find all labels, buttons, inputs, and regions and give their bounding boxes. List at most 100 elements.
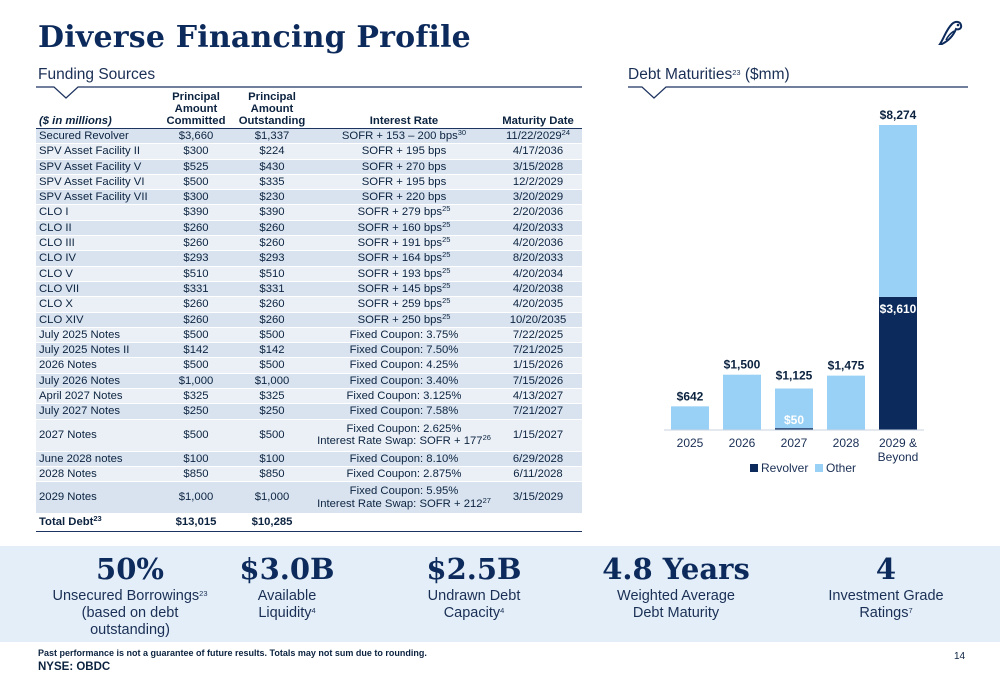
committed-amount: $500 [183, 359, 209, 372]
interest-rate: SOFR + 160 bps25 [357, 219, 451, 234]
bar-other [671, 406, 709, 430]
interest-rate: Fixed Coupon: 3.75% [349, 328, 459, 341]
total-empty-maturity [494, 514, 582, 532]
legend-label-revolver: Revolver [761, 461, 808, 475]
bird-logo-icon [938, 20, 963, 45]
stat-description: Investment Grade Ratings7 [828, 588, 944, 621]
outstanding-amount: $260 [259, 221, 285, 234]
table-row: CLO XIV $260 $260 SOFR + 250 bps25 10/20/203… [36, 312, 582, 328]
committed-amount: $500 [183, 428, 209, 441]
facility-name: SPV Asset Facility VI [39, 175, 145, 188]
interest-rate: Fixed Coupon: 5.95% Interest Rate Swap: S… [317, 485, 491, 510]
facility-name: CLO XIV [39, 313, 84, 326]
committed-amount: $260 [183, 221, 209, 234]
stat-block: 4.8 Years Weighted Average Debt Maturity [576, 546, 776, 622]
maturity-date: 4/20/2035 [512, 298, 564, 311]
committed-amount: $325 [183, 390, 209, 403]
table-row: CLO III $260 $260 SOFR + 191 bps25 4/20/2036 [36, 235, 582, 251]
table-row: CLO II $260 $260 SOFR + 160 bps25 4/20/2033 [36, 219, 582, 236]
debt-maturities-chart: $642 2025 $1,500 2026 $1,125 2027 $1,475 2028 $8… [664, 108, 924, 475]
table-row: CLO I $390 $390 SOFR + 279 bps25 2/20/2036 [36, 204, 582, 221]
facility-name: Secured Revolver [39, 130, 129, 142]
table-row: 2026 Notes $500 $500 Fixed Coupon: 4.25% 1/1… [36, 357, 582, 374]
committed-amount: $100 [183, 452, 209, 465]
committed-amount: $3,660 [178, 130, 214, 142]
total-row: Total Debt23 $13,015 $10,285 [36, 513, 582, 532]
table-header-row: ($ in millions) Principal Amount Committ… [36, 91, 582, 129]
table-row: April 2027 Notes $325 $325 Fixed Coupon: 3.… [36, 388, 582, 404]
outstanding-amount: $224 [259, 145, 285, 158]
interest-rate: SOFR + 164 bps25 [357, 250, 451, 265]
facility-name: 2026 Notes [39, 359, 97, 372]
table-row: CLO V $510 $510 SOFR + 193 bps25 4/20/2034 [36, 266, 582, 282]
outstanding-amount: $100 [259, 452, 285, 465]
committed-amount: $293 [183, 252, 209, 265]
maturity-date: 8/20/2033 [512, 252, 564, 265]
total-label: $1,475 [828, 359, 865, 373]
maturity-date: 3/15/2028 [512, 160, 564, 173]
outstanding-amount: $230 [259, 191, 285, 204]
x-tick-label: 2025 [677, 436, 704, 450]
outstanding-amount: $293 [259, 252, 285, 265]
segment-label: $3,610 [880, 302, 917, 316]
interest-rate: Fixed Coupon: 7.50% [349, 344, 459, 357]
maturities-divider [628, 86, 968, 99]
interest-rate: SOFR + 220 bps [361, 191, 447, 204]
table-row: SPV Asset Facility II $300 $224 SOFR + 195 … [36, 143, 582, 160]
stat-value: 4 [875, 552, 897, 586]
interest-rate: Fixed Coupon: 3.125% [346, 390, 462, 403]
bar-other [775, 388, 813, 429]
committed-amount: $1,000 [178, 374, 214, 387]
interest-rate: SOFR + 259 bps25 [357, 296, 451, 311]
interest-rate: SOFR + 145 bps25 [357, 280, 451, 295]
facility-name: CLO I [39, 206, 69, 219]
interest-rate: SOFR + 279 bps25 [357, 204, 451, 219]
committed-amount: $390 [183, 206, 209, 219]
facility-name: 2028 Notes [39, 467, 97, 480]
maturity-date: 7/21/2025 [512, 344, 564, 357]
total-label: $1,500 [724, 358, 761, 372]
interest-rate: SOFR + 270 bps [361, 160, 447, 173]
header-committed: Principal Amount Committed [166, 91, 226, 127]
stat-block: 4 Investment Grade Ratings7 [786, 546, 986, 622]
table-row: CLO X $260 $260 SOFR + 259 bps25 4/20/2035 [36, 296, 582, 313]
maturity-date: 1/15/2026 [512, 359, 564, 372]
maturity-date: 4/13/2027 [512, 390, 564, 403]
header-interest-rate: Interest Rate [369, 115, 439, 127]
maturity-date: 6/29/2028 [512, 452, 564, 465]
interest-rate: Fixed Coupon: 8.10% [349, 452, 459, 465]
committed-amount: $510 [183, 267, 209, 280]
maturity-date: 2/20/2036 [512, 206, 564, 219]
stat-block: $2.5B Undrawn Debt Capacity4 [374, 546, 574, 622]
facility-name: SPV Asset Facility II [39, 145, 141, 158]
stat-description: Unsecured Borrowings23 (based on debt outs… [52, 588, 208, 638]
table-row: July 2025 Notes $500 $500 Fixed Coupon: 3.7… [36, 327, 582, 343]
maturity-date: 1/15/2027 [512, 428, 564, 441]
table-row: July 2025 Notes II $142 $142 Fixed Coupon: … [36, 342, 582, 358]
table-row: CLO VII $331 $331 SOFR + 145 bps25 4/20/2038 [36, 280, 582, 297]
maturity-date: 12/2/2029 [512, 175, 564, 188]
interest-rate: SOFR + 195 bps [361, 145, 447, 158]
bar-other [879, 125, 917, 297]
facility-name: SPV Asset Facility VII [39, 191, 148, 204]
committed-amount: $260 [183, 298, 209, 311]
x-tick-label: 2028 [833, 436, 860, 450]
outstanding-amount: $500 [259, 359, 285, 372]
segment-label: $50 [784, 413, 804, 427]
page-title: Diverse Financing Profile [38, 20, 471, 55]
bar-other [723, 374, 761, 430]
total-outstanding: $10,285 [251, 516, 293, 529]
facility-name: July 2027 Notes [39, 405, 121, 418]
maturity-date: 11/22/202924 [505, 128, 571, 142]
stat-description: Weighted Average Debt Maturity [617, 588, 735, 621]
interest-rate: Fixed Coupon: 4.25% [349, 359, 459, 372]
committed-amount: $1,000 [178, 491, 214, 504]
facility-name: 2029 Notes [39, 491, 97, 504]
table-row: SPV Asset Facility VI $500 $335 SOFR + 195 … [36, 174, 582, 190]
facility-name: CLO X [39, 298, 73, 311]
x-tick-label: 2029 & [879, 436, 917, 450]
outstanding-amount: $325 [259, 390, 285, 403]
outstanding-amount: $850 [259, 467, 285, 480]
bar-revolver [879, 296, 917, 430]
table-row: July 2027 Notes $250 $250 Fixed Coupon: 7.5… [36, 403, 582, 420]
